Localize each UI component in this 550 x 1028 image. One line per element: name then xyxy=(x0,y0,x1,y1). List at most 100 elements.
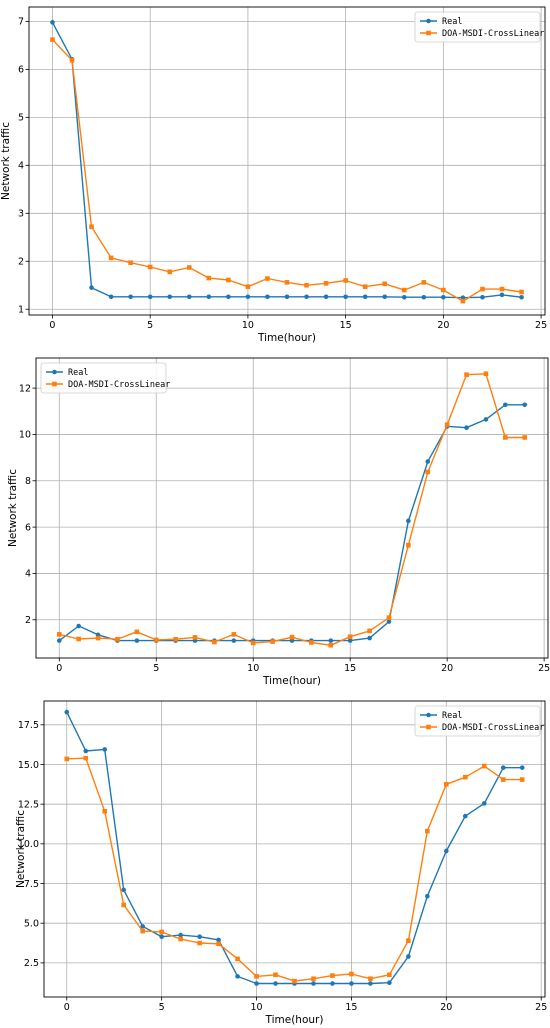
data-point-doa-msdi-crosslinear xyxy=(121,902,127,908)
data-point-doa-msdi-crosslinear xyxy=(522,435,528,440)
data-point-real xyxy=(444,848,449,854)
data-point-real xyxy=(464,425,469,431)
data-point-doa-msdi-crosslinear xyxy=(460,298,466,304)
data-point-doa-msdi-crosslinear xyxy=(382,281,388,287)
data-point-real xyxy=(178,932,183,938)
x-tick-label: 5 xyxy=(153,663,159,674)
data-point-real xyxy=(349,981,354,986)
data-point-real xyxy=(421,294,427,300)
data-point-doa-msdi-crosslinear xyxy=(503,435,508,440)
x-tick-label: 20 xyxy=(437,320,449,331)
y-tick-label: 17.5 xyxy=(18,720,39,731)
data-point-doa-msdi-crosslinear xyxy=(56,632,62,637)
data-point-doa-msdi-crosslinear xyxy=(83,755,89,761)
data-point-doa-msdi-crosslinear xyxy=(173,636,178,642)
y-tick-label: 10 xyxy=(19,430,31,441)
data-point-doa-msdi-crosslinear xyxy=(289,634,295,640)
data-point-doa-msdi-crosslinear xyxy=(226,277,231,283)
data-point-real xyxy=(83,748,89,754)
data-point-doa-msdi-crosslinear xyxy=(309,640,314,645)
legend: Real DOA-MSDI-CrossLinear xyxy=(40,362,170,394)
x-axis-label: Time(hour) xyxy=(262,675,321,687)
data-point-doa-msdi-crosslinear xyxy=(387,972,392,978)
legend-box xyxy=(40,362,167,394)
data-point-real xyxy=(50,20,55,25)
data-point-doa-msdi-crosslinear xyxy=(464,372,469,377)
data-point-doa-msdi-crosslinear xyxy=(192,635,198,640)
x-tick-label: 10 xyxy=(250,1002,262,1013)
data-point-real xyxy=(147,294,153,300)
data-point-doa-msdi-crosslinear xyxy=(367,628,372,634)
data-point-real xyxy=(216,937,221,943)
legend-marker xyxy=(52,369,57,375)
legend-marker xyxy=(426,712,431,718)
data-point-real xyxy=(367,635,372,641)
data-point-real xyxy=(311,981,316,986)
y-tick-label: 12 xyxy=(19,383,31,394)
data-point-real xyxy=(89,285,94,290)
data-point-real xyxy=(108,294,114,300)
data-point-doa-msdi-crosslinear xyxy=(159,929,164,935)
data-point-doa-msdi-crosslinear xyxy=(235,956,240,962)
data-point-real xyxy=(382,294,388,300)
data-point-doa-msdi-crosslinear xyxy=(216,941,221,947)
data-point-real xyxy=(483,417,489,422)
data-point-doa-msdi-crosslinear xyxy=(323,281,329,286)
chart-1: 0 5 10 15 20 25 1 2 3 4 5 6 7 Time(hour) Network traff… xyxy=(0,6,547,344)
y-tick-label: 5 xyxy=(18,113,24,124)
legend-label: DOA-MSDI-CrossLinear xyxy=(68,380,170,390)
y-axis-label: Network traffic xyxy=(7,469,19,547)
data-point-doa-msdi-crosslinear xyxy=(441,287,446,293)
data-point-real xyxy=(273,981,278,986)
x-tick-label: 5 xyxy=(147,320,153,331)
data-point-real xyxy=(499,292,505,298)
data-point-real xyxy=(462,813,468,819)
series-line-real xyxy=(58,404,525,642)
data-point-real xyxy=(503,402,508,408)
data-point-doa-msdi-crosslinear xyxy=(231,632,237,637)
data-point-doa-msdi-crosslinear xyxy=(462,774,468,780)
data-point-real xyxy=(480,294,485,300)
y-tick-label: 4 xyxy=(18,161,24,172)
x-tick-label: 10 xyxy=(247,663,259,674)
legend-marker xyxy=(426,724,431,730)
data-point-real xyxy=(231,638,237,643)
x-tick-label: 5 xyxy=(159,1002,165,1013)
data-point-doa-msdi-crosslinear xyxy=(140,928,145,934)
legend-marker xyxy=(426,30,431,36)
data-point-doa-msdi-crosslinear xyxy=(406,542,411,548)
data-point-real xyxy=(254,981,259,986)
data-point-real xyxy=(265,294,270,300)
data-point-real xyxy=(368,981,373,986)
data-point-doa-msdi-crosslinear xyxy=(178,936,183,942)
legend: Real DOA-MSDI-CrossLinear xyxy=(414,705,544,737)
data-point-real xyxy=(323,294,329,300)
data-point-doa-msdi-crosslinear xyxy=(115,636,120,642)
data-point-real xyxy=(56,638,62,643)
series-line-doa-msdi-crosslinear xyxy=(59,373,525,646)
chart-3: 0 5 10 15 20 25 2.5 5.0 7.5 10.0 12.5 15.0 17.5 Time(… xyxy=(15,700,547,1026)
data-point-doa-msdi-crosslinear xyxy=(328,642,334,648)
data-point-real xyxy=(500,765,506,770)
data-point-real xyxy=(425,893,430,899)
y-tick-label: 2.5 xyxy=(24,958,39,969)
legend-box xyxy=(414,11,541,43)
data-point-real xyxy=(159,934,164,939)
data-point-doa-msdi-crosslinear xyxy=(292,978,297,984)
data-point-real xyxy=(284,294,290,300)
data-point-real xyxy=(167,294,173,300)
data-point-doa-msdi-crosslinear xyxy=(311,976,316,982)
x-axis-label: Time(hour) xyxy=(257,332,316,344)
data-point-doa-msdi-crosslinear xyxy=(167,269,173,275)
y-tick-label: 10.0 xyxy=(18,839,39,850)
data-point-doa-msdi-crosslinear xyxy=(421,280,427,285)
data-point-real xyxy=(235,974,240,979)
y-tick-label: 7 xyxy=(18,17,24,28)
data-point-doa-msdi-crosslinear xyxy=(406,938,411,943)
data-point-real xyxy=(197,934,202,939)
data-point-real xyxy=(406,518,411,524)
data-point-doa-msdi-crosslinear xyxy=(481,763,487,769)
plot-frame xyxy=(28,6,546,316)
x-axis-label: Time(hour) xyxy=(265,1014,324,1026)
